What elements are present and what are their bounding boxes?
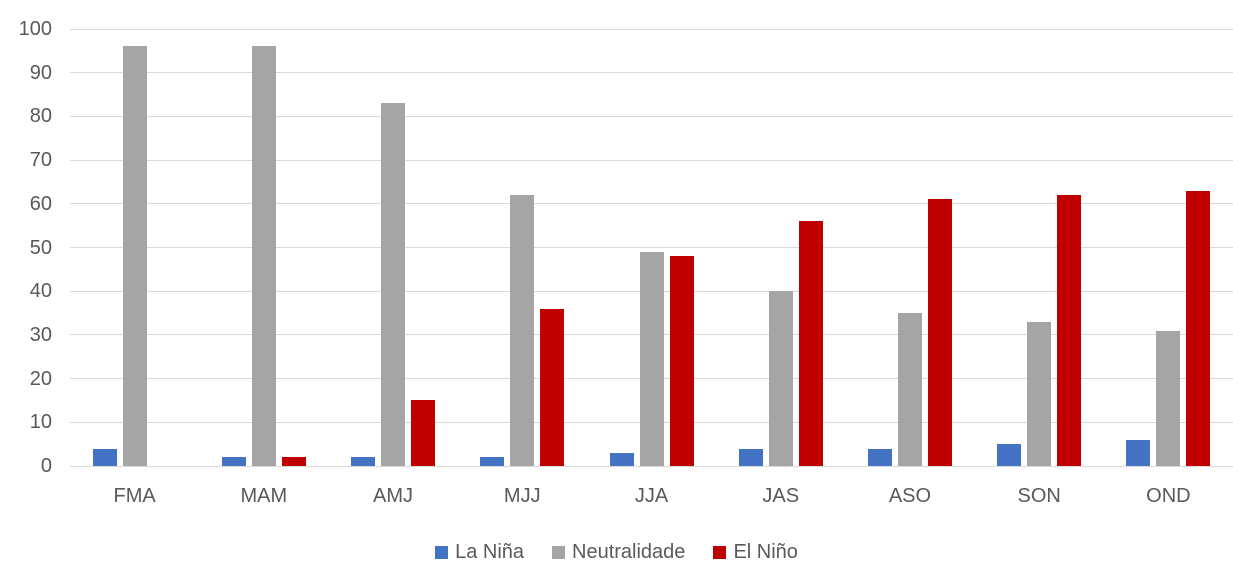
bar-la-niña-jja [609,452,634,466]
bar-neutralidade-mam [251,46,276,466]
bar-neutralidade-amj [381,103,406,466]
bar-neutralidade-jas [768,291,793,466]
legend: La Niña Neutralidade El Niño [0,540,1233,564]
bar-el-niño-aso [927,199,952,466]
bar-neutralidade-ond [1156,330,1181,466]
x-tick-label-mam: MAM [240,485,288,507]
x-tick-label-son: SON [1017,485,1061,507]
bar-neutralidade-fma [122,46,147,466]
legend-item-la-niña: La Niña [435,540,524,564]
y-tick-label-20: 20 [29,367,52,390]
bar-el-niño-son [1057,195,1082,466]
bar-la-niña-mam [221,457,246,466]
gridline-80 [70,115,1233,117]
legend-label: El Niño [733,541,798,563]
legend-swatch-icon [435,545,449,559]
bar-la-niña-aso [867,448,892,466]
y-tick-label-30: 30 [29,323,52,346]
legend-label: Neutralidade [572,541,686,563]
bar-neutralidade-son [1027,321,1052,466]
gridline-70 [70,159,1233,161]
bar-la-niña-mjj [480,457,505,466]
x-tick-label-mjj: MJJ [503,485,541,507]
legend-swatch-icon [552,545,566,559]
bar-la-niña-fma [92,448,117,466]
legend-item-neutralidade: Neutralidade [552,540,685,564]
legend-swatch-icon [713,545,727,559]
x-tick-label-jja: JJA [634,485,669,507]
bar-la-niña-amj [351,457,376,466]
bar-la-niña-son [997,444,1022,466]
legend-item-el-niño: El Niño [713,540,798,564]
x-tick-label-ond: OND [1146,485,1191,507]
y-tick-label-10: 10 [29,411,52,434]
gridline-60 [70,203,1233,205]
x-tick-label-jas: JAS [762,485,800,507]
y-tick-label-70: 70 [29,149,52,172]
y-tick-label-100: 100 [18,18,52,40]
bar-neutralidade-aso [897,313,922,466]
bar-el-niño-mam [281,457,306,466]
bar-la-niña-jas [738,448,763,466]
gridline-90 [70,72,1233,74]
y-tick-label-80: 80 [29,105,52,128]
bar-la-niña-ond [1126,439,1151,466]
gridline-50 [70,247,1233,248]
bar-el-niño-ond [1186,190,1211,466]
bar-neutralidade-jja [639,251,664,466]
y-tick-label-40: 40 [29,280,52,303]
gridline-100 [70,28,1233,30]
bar-el-niño-amj [411,400,436,466]
x-tick-label-aso: ASO [888,485,932,507]
y-tick-label-0: 0 [40,455,52,477]
legend-label: La Niña [455,541,525,563]
bar-el-niño-jas [798,221,823,466]
x-tick-label-fma: FMA [113,485,156,507]
y-tick-label-90: 90 [29,61,52,84]
bar-el-niño-mjj [540,308,565,466]
y-tick-label-50: 50 [29,236,52,259]
y-tick-label-60: 60 [29,192,52,215]
bar-el-niño-jja [669,256,694,466]
x-tick-label-amj: AMJ [373,485,414,507]
bar-neutralidade-mjj [510,195,535,466]
gridline-0 [70,465,1233,467]
